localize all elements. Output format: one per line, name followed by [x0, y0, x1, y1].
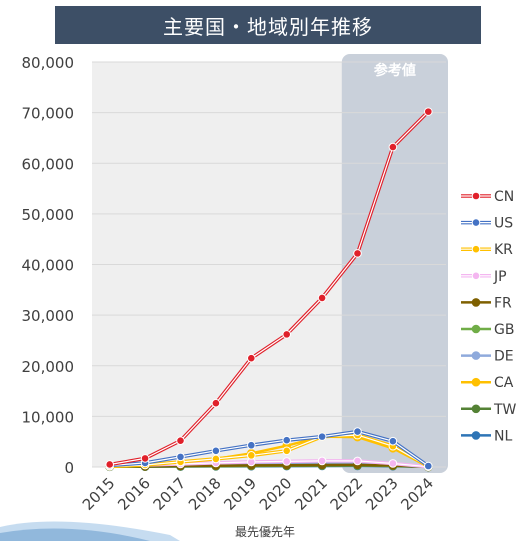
legend-label: KR [494, 242, 513, 258]
legend-swatch-marker [471, 244, 481, 254]
legend-swatch-marker [471, 351, 481, 360]
x-tick-label: 2019 [220, 474, 260, 514]
data-point [211, 398, 221, 408]
data-point [424, 107, 433, 116]
legend-label: JP [493, 269, 507, 285]
y-tick-label: 30,000 [22, 307, 75, 325]
legend-swatch-marker [471, 404, 481, 414]
legend-item-de: DE [461, 349, 514, 365]
legend-label: DE [494, 349, 514, 365]
series-cn [105, 107, 433, 469]
legend-item-jp: JP [461, 269, 507, 285]
legend-label: NL [494, 428, 512, 444]
data-point [353, 456, 362, 466]
x-tick-label: 2022 [327, 474, 367, 514]
data-point [353, 427, 362, 436]
data-point [424, 461, 433, 471]
y-tick-label: 50,000 [22, 206, 75, 224]
y-tick-label: 60,000 [22, 155, 75, 173]
legend-label: CA [494, 375, 514, 391]
legend-item-nl: NL [461, 428, 512, 444]
y-tick-label: 0 [64, 459, 74, 477]
legend-swatch-marker [471, 324, 481, 334]
legend-label: TW [493, 402, 517, 418]
x-axis-title: 最先優先年 [235, 525, 295, 539]
y-tick-label: 20,000 [22, 358, 75, 376]
y-tick-label: 40,000 [22, 257, 75, 275]
data-point [140, 454, 150, 463]
x-tick-label: 2020 [256, 474, 296, 514]
legend-label: US [494, 216, 513, 232]
data-point [247, 353, 256, 363]
x-tick-label: 2018 [185, 474, 225, 514]
legend-swatch-marker [471, 218, 481, 227]
legend-item-ca: CA [461, 375, 514, 391]
decorative-swoosh [0, 521, 180, 541]
data-point [317, 456, 327, 466]
legend-item-tw: TW [461, 402, 517, 418]
x-tick-label: 2021 [291, 474, 331, 514]
x-tick-label: 2023 [362, 474, 402, 514]
series-line-inner [109, 111, 429, 466]
legend-item-cn: CN [461, 189, 514, 205]
data-point [282, 435, 292, 445]
legend-label: CN [494, 189, 514, 205]
data-point [282, 446, 292, 456]
reference-region-label: 参考値 [374, 62, 416, 79]
data-point [388, 436, 398, 446]
chart-title: 主要国・地域別年推移 [163, 14, 373, 39]
data-point [105, 460, 114, 469]
legend-item-gb: GB [461, 322, 514, 338]
data-point [176, 436, 185, 445]
legend-swatch-marker [471, 431, 481, 440]
legend-item-fr: FR [461, 295, 512, 311]
legend-swatch-marker [471, 191, 481, 201]
legend-swatch-marker [471, 271, 481, 281]
data-point [247, 451, 256, 460]
data-point [353, 249, 362, 258]
legend-swatch-marker [471, 298, 481, 307]
data-point [317, 432, 327, 441]
series-line-inner [109, 434, 429, 468]
data-point [247, 440, 256, 450]
reference-region [341, 54, 448, 473]
chart-title-banner: 主要国・地域別年推移 [55, 6, 481, 44]
x-tick-label: 2024 [397, 474, 437, 514]
legend-label: FR [494, 295, 512, 311]
y-tick-label: 80,000 [22, 54, 75, 72]
data-point [282, 457, 292, 466]
legend-swatch-marker [471, 377, 481, 387]
data-point [211, 454, 221, 464]
data-point [388, 459, 398, 468]
series-line-inner [109, 431, 429, 467]
data-point [317, 293, 327, 303]
data-point [282, 330, 292, 339]
data-point [388, 142, 398, 152]
data-point [211, 446, 221, 456]
legend-label: GB [494, 322, 514, 338]
data-point [176, 452, 185, 462]
legend-item-us: US [461, 216, 513, 232]
y-tick-label: 70,000 [22, 105, 75, 123]
y-tick-label: 10,000 [22, 408, 75, 426]
legend-item-kr: KR [461, 242, 513, 258]
